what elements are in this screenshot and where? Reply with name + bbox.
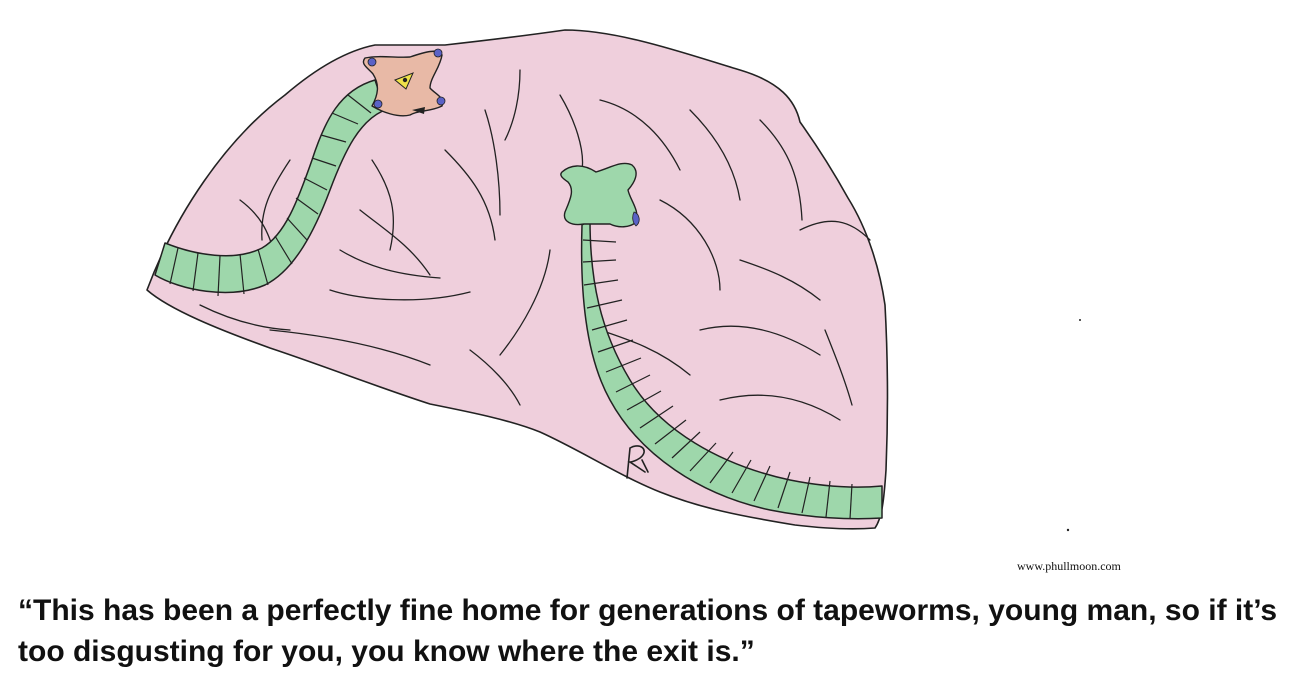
ink-specks [1066,319,1081,532]
tapeworm-right-segments [582,239,853,520]
website-credit: www.phullmoon.com [1017,559,1121,573]
tapeworm-right-body [580,219,883,520]
cartoon-caption: “This has been a perfectly fine home for… [18,594,1278,668]
tapeworm-right-hooks [632,211,640,227]
cartoon-illustration [146,29,1081,532]
artist-signature-mark [626,445,649,479]
tapeworm-left-eye [394,72,414,90]
tapeworm-right-head [560,162,638,228]
tissue-fold-lines [199,69,871,441]
tapeworm-left-body [154,79,386,294]
tapeworm-left-mouth [412,107,425,114]
tapeworm-left-segments [169,94,372,297]
tapeworm-left-hooks [367,48,446,109]
